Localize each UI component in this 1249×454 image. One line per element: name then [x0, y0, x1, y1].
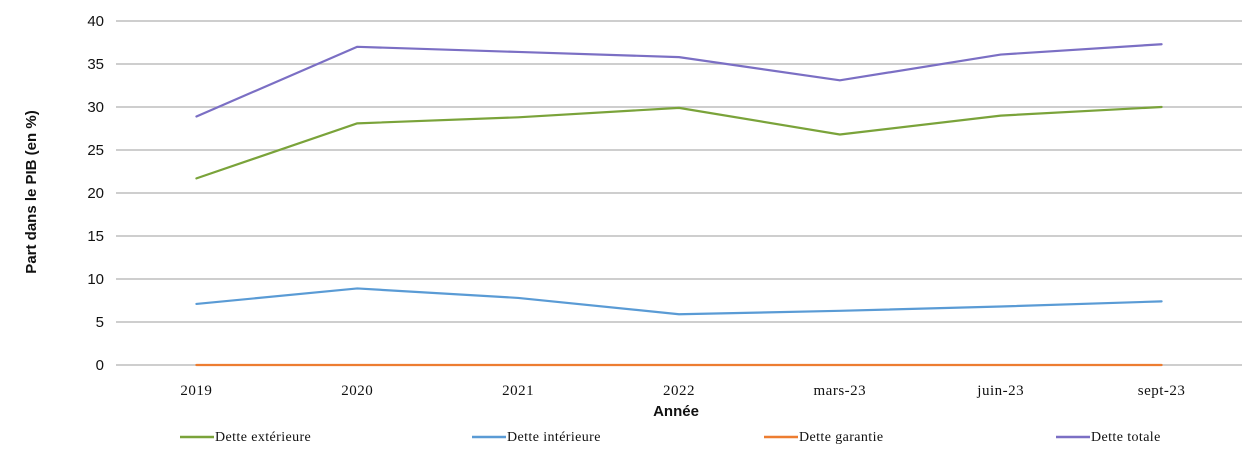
legend: Dette extérieure Dette intérieure Dette ga…	[180, 430, 1161, 445]
x-tick-label: sept-23	[1138, 383, 1186, 399]
y-tick-label: 10	[87, 271, 104, 288]
x-tick-label: juin-23	[976, 383, 1024, 399]
y-tick-label: 20	[87, 185, 104, 202]
legend-label-2: Dette garantie	[799, 430, 884, 445]
x-axis-title: Année	[653, 403, 699, 420]
y-tick-label: 30	[87, 99, 104, 116]
y-tick-label: 40	[87, 13, 104, 30]
series-line-0	[195, 105, 1163, 180]
y-tick-label: 25	[87, 142, 104, 159]
y-tick-label: 0	[96, 357, 104, 374]
x-tick-label: 2021	[502, 383, 534, 399]
y-axis-title: Part dans le PIB (en %)	[23, 110, 40, 273]
series-line-1	[195, 287, 1163, 316]
x-tick-label: 2022	[663, 383, 695, 399]
x-tick-label: mars-23	[814, 383, 867, 399]
x-axis-ticks: 2019 2020 2021 2022 mars-23 juin-23 sept-23	[180, 383, 1186, 399]
series-line-3	[195, 43, 1163, 118]
x-tick-label: 2020	[341, 383, 373, 399]
y-tick-label: 35	[87, 56, 104, 73]
gridlines	[116, 20, 1242, 366]
legend-label-1: Dette intérieure	[507, 430, 601, 445]
series-lines	[195, 43, 1163, 367]
y-tick-label: 15	[87, 228, 104, 245]
y-axis-ticks: 0 5 10 15 20 25 30 35 40	[87, 13, 104, 374]
legend-label-0: Dette extérieure	[215, 430, 311, 445]
x-tick-label: 2019	[180, 383, 212, 399]
legend-label-3: Dette totale	[1091, 430, 1161, 445]
y-tick-label: 5	[96, 314, 104, 331]
